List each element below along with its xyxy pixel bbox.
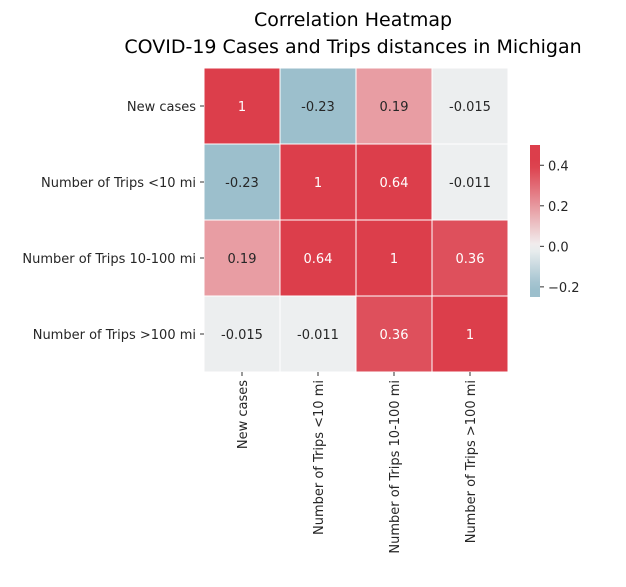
cell-value-label: -0.23 <box>301 100 335 115</box>
heatmap-cell <box>279 143 357 221</box>
heatmap-cell <box>431 67 509 145</box>
colorbar-tick-label: −0.2 <box>548 281 580 296</box>
colorbar: 0.4 0.2 0.0 −0.2 <box>530 145 580 297</box>
cell-value-label: 1 <box>314 176 322 191</box>
cell-value-label: 0.64 <box>304 252 333 267</box>
cell-value-label: -0.015 <box>449 100 491 115</box>
heatmap-annotations: 1 -0.23 0.19 -0.015 -0.23 1 0.64 -0.011 0.19 0.64… <box>221 100 491 343</box>
cell-value-label: -0.23 <box>225 176 259 191</box>
cell-value-label: 0.19 <box>228 252 257 267</box>
heatmap-cell <box>355 67 433 145</box>
heatmap-cell <box>431 295 509 373</box>
colorbar-tick-label: 0.4 <box>548 159 569 174</box>
x-tick-label: Number of Trips 10-100 mi <box>388 380 403 554</box>
x-tick-label: Number of Trips >100 mi <box>464 380 479 543</box>
x-tick-label: Number of Trips <10 mi <box>312 380 327 535</box>
colorbar-tick-label: 0.2 <box>548 200 569 215</box>
x-tick-label: New cases <box>236 380 251 449</box>
colorbar-bar <box>530 145 540 297</box>
heatmap-cell <box>203 143 281 221</box>
heatmap-cell <box>279 67 357 145</box>
cell-value-label: 0.64 <box>380 176 409 191</box>
heatmap-cells <box>203 67 509 373</box>
heatmap-cell <box>279 219 357 297</box>
y-tick-label: Number of Trips <10 mi <box>41 176 196 191</box>
cell-value-label: 1 <box>238 100 246 115</box>
cell-value-label: 0.19 <box>380 100 409 115</box>
cell-value-label: 0.36 <box>456 252 485 267</box>
heatmap-cell <box>431 219 509 297</box>
y-tick-label: Number of Trips >100 mi <box>33 328 196 343</box>
row-labels: New cases Number of Trips <10 mi Number of… <box>22 100 204 343</box>
heatmap-cell <box>203 67 281 145</box>
y-tick-label: Number of Trips 10-100 mi <box>22 252 196 267</box>
heatmap-cell <box>279 295 357 373</box>
chart-title: Correlation Heatmap <box>254 9 452 31</box>
chart-subtitle: COVID-19 Cases and Trips distances in Mi… <box>124 36 581 58</box>
heatmap-cell <box>431 143 509 221</box>
column-labels: New cases Number of Trips <10 mi Number of… <box>236 372 479 554</box>
colorbar-tick-label: 0.0 <box>548 240 569 255</box>
y-tick-label: New cases <box>127 100 196 115</box>
cell-value-label: -0.015 <box>221 328 263 343</box>
cell-value-label: 0.36 <box>380 328 409 343</box>
cell-value-label: -0.011 <box>449 176 491 191</box>
cell-value-label: 1 <box>466 328 474 343</box>
cell-value-label: 1 <box>390 252 398 267</box>
cell-value-label: -0.011 <box>297 328 339 343</box>
heatmap-cell <box>203 295 281 373</box>
